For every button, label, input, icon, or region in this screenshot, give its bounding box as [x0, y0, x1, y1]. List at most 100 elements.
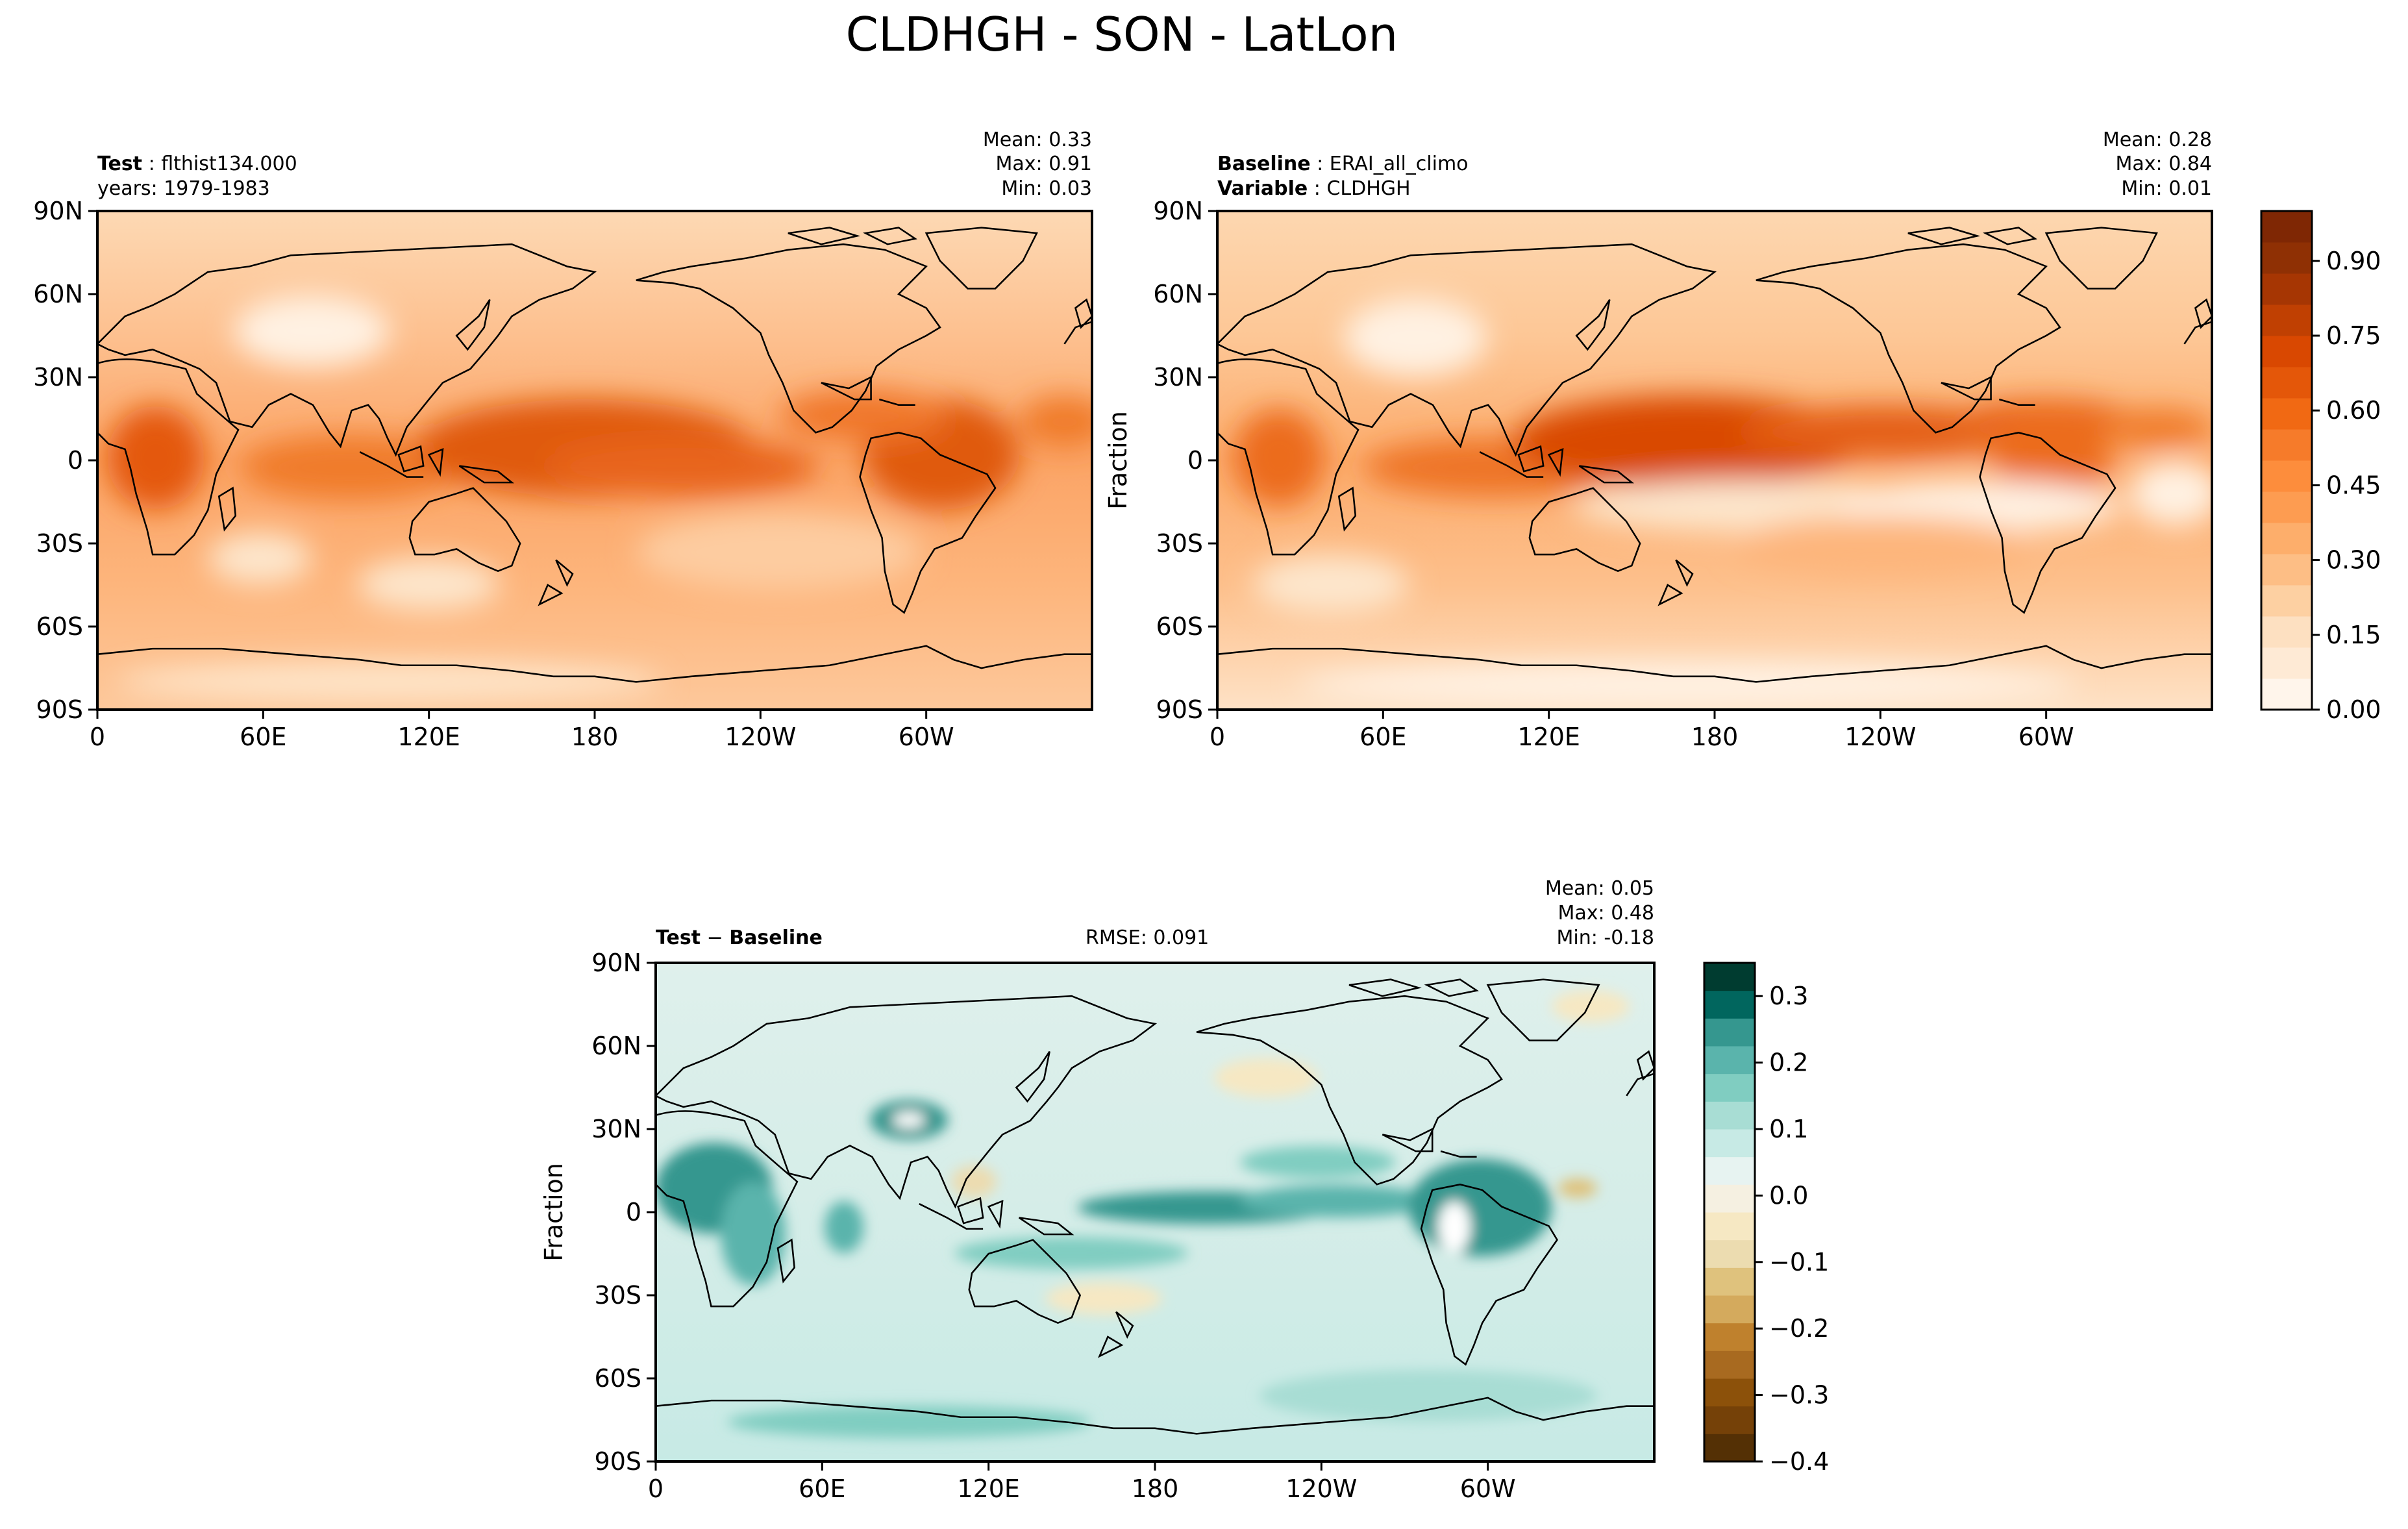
svg-text:Variable : CLDHGH: Variable : CLDHGH: [1217, 177, 1411, 200]
y-tick-label: 60S: [595, 1364, 641, 1393]
colorbar-swatch: [2261, 491, 2312, 523]
x-tick-label: 180: [1132, 1474, 1179, 1503]
colorbar-swatch: [1704, 1295, 1755, 1324]
baseline-min: 0.01: [2168, 177, 2212, 200]
y-tick-label: 30S: [595, 1281, 641, 1310]
y-tick-label: 90S: [36, 695, 83, 724]
oranges-colorbar: 0.00 0.15 0.30 0.45 0.60 0.75 0.90: [2260, 210, 2381, 724]
test-max: 0.91: [1049, 153, 1092, 175]
baseline-panel: Baseline : ERAI_all_climo Variable : CLD…: [1104, 129, 2381, 751]
baseline-label-value: ERAI_all_climo: [1330, 153, 1469, 175]
colorbar-swatch: [2261, 460, 2312, 492]
svg-text:Min: 0.03: Min: 0.03: [1001, 177, 1092, 200]
svg-text:Max: 0.84: Max: 0.84: [2116, 153, 2212, 175]
test-subtitle: years: 1979-1983: [97, 177, 270, 200]
y-tick-label: 90S: [1156, 695, 1203, 724]
svg-text:Mean: 0.33: Mean: 0.33: [983, 129, 1092, 151]
colorbar-frame: [2260, 210, 2313, 711]
colorbar-swatch: [2261, 367, 2312, 399]
colorbar-tick-label: −0.2: [1769, 1314, 1829, 1343]
diff-min: -0.18: [1604, 926, 1654, 949]
test-label-bold: Test: [97, 153, 142, 175]
x-tick-label: 60W: [899, 723, 954, 751]
svg-text:Min: -0.18: Min: -0.18: [1556, 926, 1654, 949]
colorbar-swatch: [2261, 647, 2312, 679]
colorbar-tick-label: −0.1: [1769, 1248, 1829, 1276]
svg-text:Test : flthist134.000: Test : flthist134.000: [97, 153, 297, 175]
x-tick-label: 180: [1691, 723, 1739, 751]
colorbar-swatch: [1704, 1350, 1755, 1379]
test-mean: 0.33: [1049, 129, 1092, 151]
colorbar-tick-label: 0.60: [2326, 396, 2381, 425]
y-tick-label: 30N: [591, 1115, 641, 1143]
diff-max: 0.48: [1611, 902, 1654, 925]
colorbar-tick-label: 0.75: [2326, 321, 2381, 350]
colorbar-swatch: [1704, 1212, 1755, 1241]
baseline-max: 0.84: [2168, 153, 2212, 175]
colorbar-tick-label: −0.3: [1769, 1381, 1829, 1410]
x-tick-label: 0: [90, 723, 105, 751]
x-tick-label: 120E: [397, 723, 460, 751]
diff-label-test: Test: [656, 926, 701, 949]
colorbar-swatch: [1704, 990, 1755, 1019]
test-min: 0.03: [1049, 177, 1092, 200]
colorbar-swatch: [2261, 336, 2312, 367]
diff-mean: 0.05: [1611, 877, 1654, 900]
x-tick-label: 60E: [240, 723, 286, 751]
x-tick-label: 120W: [1844, 723, 1916, 751]
colorbar-swatch: [2261, 242, 2312, 274]
svg-text:Mean: 0.28: Mean: 0.28: [2103, 129, 2212, 151]
colorbar-swatch: [2261, 523, 2312, 554]
svg-text:Min: 0.01: Min: 0.01: [2121, 177, 2212, 200]
colorbar-swatch: [2261, 429, 2312, 461]
diff-ylabel: Fraction: [540, 1163, 568, 1262]
y-tick-label: 0: [68, 446, 83, 475]
difference-axes: 0 60E 120E 180 120W 60W 90N 60N 30N 0 30S 60S 90S: [591, 949, 1515, 1503]
colorbar-swatch: [2261, 678, 2312, 710]
figure-title: CLDHGH - SON - LatLon: [846, 7, 1398, 62]
colorbar-swatch: [2261, 211, 2312, 243]
colorbar-tick-label: 0.1: [1769, 1115, 1808, 1143]
colorbar-swatch: [1704, 1156, 1755, 1185]
test-label-value: flthist134.000: [161, 153, 297, 175]
y-tick-label: 60N: [591, 1032, 641, 1060]
colorbar-tick-label: 0.00: [2326, 695, 2381, 724]
y-tick-label: 90S: [595, 1447, 641, 1476]
baseline-ylabel: Fraction: [1104, 411, 1132, 510]
x-tick-label: 120W: [1285, 1474, 1357, 1503]
brbg-colorbar: 0.3 0.2 0.1 0.0 −0.1 −0.2 −0.3 −0.4: [1703, 962, 1829, 1476]
y-tick-label: 60N: [1153, 280, 1203, 308]
variable-label-value: CLDHGH: [1326, 177, 1410, 200]
colorbar-swatch: [1704, 1018, 1755, 1047]
x-tick-label: 120W: [725, 723, 796, 751]
x-tick-label: 120E: [1517, 723, 1580, 751]
y-tick-label: 30N: [33, 363, 83, 392]
colorbar-swatch: [1704, 1073, 1755, 1102]
x-tick-label: 180: [571, 723, 619, 751]
baseline-label-bold: Baseline: [1217, 153, 1311, 175]
colorbar-swatch: [1704, 1267, 1755, 1296]
colorbar-swatch: [1704, 1239, 1755, 1268]
difference-map: [656, 963, 1654, 1461]
y-tick-label: 90N: [1153, 197, 1203, 225]
y-tick-label: 0: [1187, 446, 1203, 475]
colorbar-swatch: [2261, 616, 2312, 648]
diff-label-baseline: Baseline: [729, 926, 823, 949]
y-tick-label: 0: [626, 1198, 641, 1226]
difference-panel: Test − Baseline RMSE: 0.091 Mean: 0.05 M…: [540, 877, 1829, 1503]
variable-label-bold: Variable: [1217, 177, 1308, 200]
test-panel: Test : flthist134.000 years: 1979-1983 M…: [33, 129, 1093, 751]
colorbar-swatch: [2261, 273, 2312, 305]
colorbar-swatch: [1704, 1046, 1755, 1075]
colorbar-swatch: [1704, 1406, 1755, 1434]
colorbar-tick-label: 0.3: [1769, 982, 1808, 1010]
diff-rmse: RMSE: 0.091: [1086, 926, 1209, 949]
y-tick-label: 30N: [1153, 363, 1203, 392]
colorbar-swatch: [2261, 554, 2312, 586]
colorbar-swatch: [2261, 398, 2312, 430]
baseline-mean: 0.28: [2168, 129, 2212, 151]
colorbar-swatch: [1704, 963, 1755, 991]
y-tick-label: 30S: [1156, 529, 1203, 558]
y-tick-label: 60S: [1156, 612, 1203, 641]
svg-text:Mean: 0.05: Mean: 0.05: [1545, 877, 1654, 900]
